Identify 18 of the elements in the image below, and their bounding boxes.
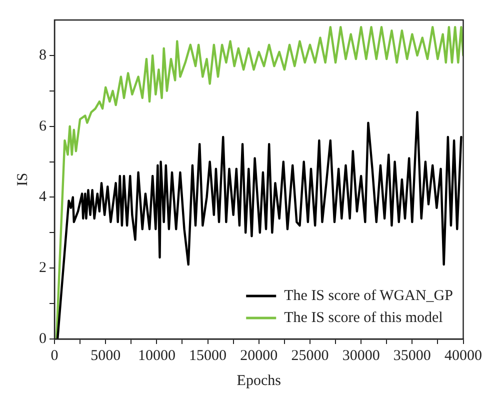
x-tick-label: 35000 [393,348,431,364]
legend-label: The IS score of WGAN_GP [284,288,453,304]
x-tick-label: 20000 [240,348,278,364]
x-tick-label: 0 [50,348,58,364]
y-tick-label: 2 [39,260,46,276]
x-tick-label: 40000 [444,348,482,364]
x-tick-label: 10000 [138,348,176,364]
y-tick-label: 6 [39,118,47,134]
y-axis-title: IS [14,172,31,186]
x-tick-label: 15000 [189,348,227,364]
legend-label: The IS score of this model [284,310,443,326]
x-tick-label: 5000 [90,348,121,364]
x-tick-label: 30000 [342,348,380,364]
y-tick-label: 4 [39,189,47,206]
y-tick-label: 8 [39,47,46,64]
y-tick-label: 0 [39,330,46,347]
x-axis-title: Epochs [236,372,282,389]
x-tick-label: 25000 [291,348,329,364]
